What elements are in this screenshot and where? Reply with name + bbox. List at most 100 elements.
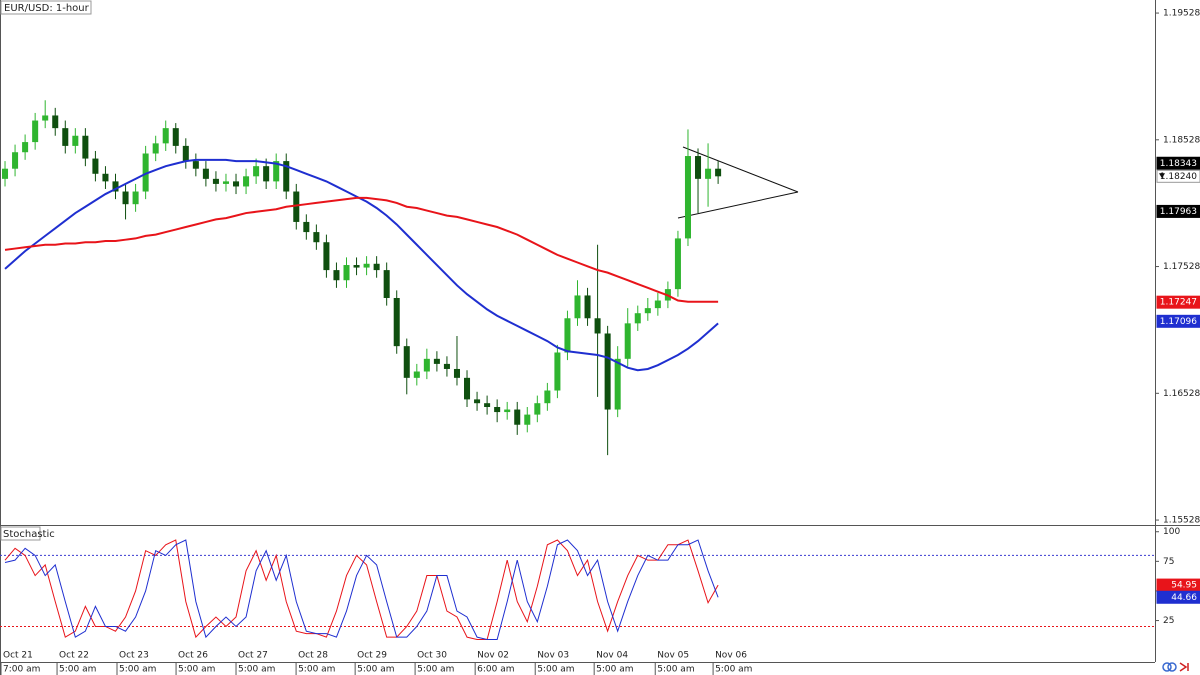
candle-body xyxy=(212,178,219,184)
candle-body xyxy=(413,371,420,378)
triangle-pattern xyxy=(677,146,799,219)
candle-body xyxy=(383,270,390,298)
candle-body xyxy=(172,128,179,146)
candle-body xyxy=(604,333,611,410)
candle-body xyxy=(524,414,531,425)
triangle-upper xyxy=(682,146,799,193)
candle-body xyxy=(2,168,9,179)
panel-title: Stochastic xyxy=(3,529,55,540)
candle-body xyxy=(152,143,159,154)
price-tag xyxy=(1156,590,1200,604)
candle-body xyxy=(624,323,631,359)
candle-body xyxy=(705,168,712,179)
x-tick-time: 5:00 am xyxy=(59,665,96,675)
price-tag-label: 44.66 xyxy=(1171,593,1197,603)
y-tick-label: 25 xyxy=(1163,616,1174,626)
x-tick-time: 5:00 am xyxy=(238,665,275,675)
x-tick-label: Oct 21 xyxy=(3,651,33,661)
jump-icon[interactable] xyxy=(1179,662,1189,672)
price-tag xyxy=(1156,314,1200,328)
candle-body xyxy=(92,158,99,174)
candle-body xyxy=(544,390,551,404)
price-tag xyxy=(1156,169,1200,183)
x-tick-label: Oct 30 xyxy=(417,651,447,661)
candle-body xyxy=(32,120,39,143)
x-tick-time: 7:00 am xyxy=(3,665,40,675)
candle-body xyxy=(403,346,410,378)
x-tick-label: Oct 27 xyxy=(238,651,268,661)
candle-body xyxy=(433,358,440,364)
candle-body xyxy=(343,265,350,281)
candle-body xyxy=(303,221,310,233)
price-tag-label: 1.18240 xyxy=(1160,172,1197,182)
candle-body xyxy=(42,115,49,121)
price-tag xyxy=(1156,204,1200,218)
triangle-lower xyxy=(677,191,799,219)
price-tag-label: 54.95 xyxy=(1171,581,1197,591)
moving-average xyxy=(4,196,719,303)
x-tick-label: Nov 04 xyxy=(596,651,628,661)
candle-body xyxy=(273,161,280,182)
candle-body xyxy=(695,156,702,179)
candle-body xyxy=(494,406,501,413)
candle-body xyxy=(202,168,209,179)
y-tick-label: 1.15528 xyxy=(1163,516,1200,526)
candle-body xyxy=(283,161,290,192)
candle-body xyxy=(293,191,300,222)
candle-body xyxy=(654,300,661,309)
x-tick-time: 5:00 am xyxy=(657,665,694,675)
candle-body xyxy=(614,358,621,410)
candle-body xyxy=(132,191,139,205)
price-tag xyxy=(1156,295,1200,309)
candle-body xyxy=(554,352,561,391)
x-tick-label: Nov 03 xyxy=(537,651,569,661)
candle-body xyxy=(464,377,471,400)
x-tick-time: 5:00 am xyxy=(537,665,574,675)
y-tick-label: 1.18528 xyxy=(1163,135,1200,145)
y-tick-label: 75 xyxy=(1163,557,1174,567)
x-tick-label: Oct 23 xyxy=(119,651,149,661)
x-tick-label: Oct 28 xyxy=(298,651,328,661)
candle-body xyxy=(584,295,591,319)
title-box xyxy=(0,0,92,15)
y-tick-label: 1.16528 xyxy=(1163,389,1200,399)
candle-body xyxy=(192,161,199,169)
stochastic-line xyxy=(4,539,719,640)
candle-body xyxy=(333,270,340,281)
price-tag xyxy=(1156,156,1200,170)
x-tick-time: 5:00 am xyxy=(178,665,215,675)
x-tick-time: 5:00 am xyxy=(119,665,156,675)
chart-title: EUR/USD: 1-hour xyxy=(4,3,90,14)
x-tick-time: 6:00 am xyxy=(477,665,514,675)
candle-body xyxy=(12,152,19,169)
candle-body xyxy=(112,181,119,192)
candle-body xyxy=(82,135,89,159)
candle-body xyxy=(574,295,581,319)
candle-body xyxy=(72,135,79,146)
candle-body xyxy=(443,363,450,369)
candle-body xyxy=(182,145,189,162)
link-icon-2[interactable] xyxy=(1167,662,1177,672)
price-tag-arrow xyxy=(1159,173,1165,179)
candle-body xyxy=(393,297,400,347)
toolbar-icons[interactable] xyxy=(1162,662,1189,672)
panel-title-box xyxy=(0,526,41,541)
x-tick-time: 5:00 am xyxy=(417,665,454,675)
candle-body xyxy=(423,358,430,372)
y-tick-label: 100 xyxy=(1163,527,1180,537)
candle-body xyxy=(233,181,240,187)
candle-body xyxy=(363,263,370,268)
x-tick-label: Nov 02 xyxy=(477,651,509,661)
candle-body xyxy=(534,403,541,415)
candle-body xyxy=(684,156,691,239)
candle-body xyxy=(222,181,229,184)
candle-body xyxy=(52,115,59,129)
x-tick-time: 5:00 am xyxy=(715,665,752,675)
x-tick-time: 5:00 am xyxy=(357,665,394,675)
link-icon[interactable] xyxy=(1162,662,1172,672)
candle-body xyxy=(62,128,69,146)
x-tick-label: Nov 05 xyxy=(657,651,689,661)
candle-body xyxy=(253,166,260,177)
